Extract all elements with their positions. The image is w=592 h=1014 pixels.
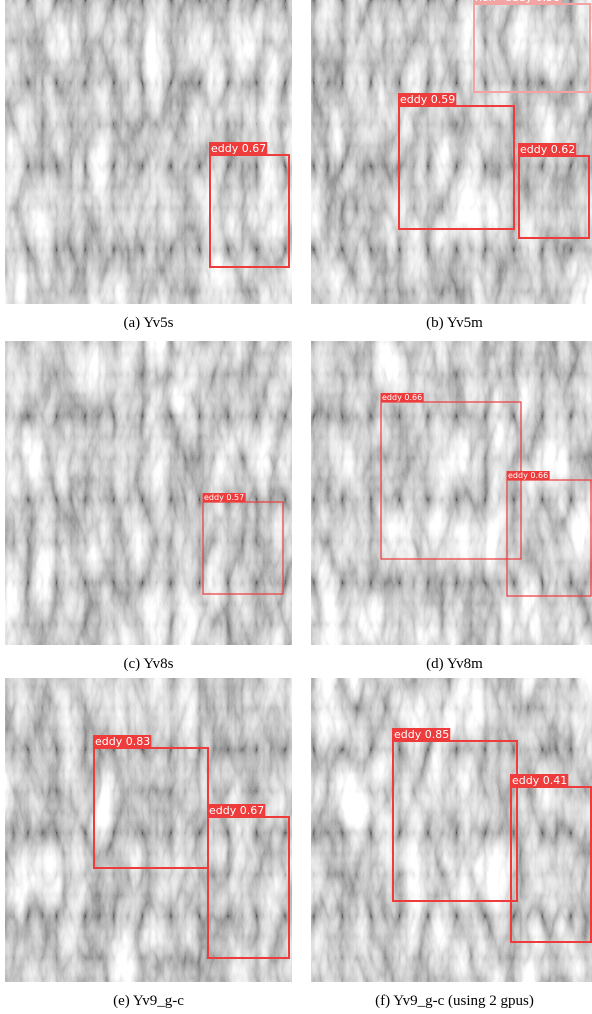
- caption: (a) Yv5s: [123, 315, 173, 331]
- detection-label: eddy 0.62: [520, 143, 575, 156]
- caption: (c) Yv8s: [123, 656, 173, 672]
- image-grain: [5, 341, 292, 645]
- panel: (d) Yv8m eddy 0.66 eddy 0.66: [311, 341, 592, 672]
- detection-label: eddy 0.66: [508, 471, 548, 480]
- panel: (b) Yv5m non−eddy 0.58 eddy 0.59 eddy 0.62: [311, 0, 592, 331]
- panel: (a) Yv5s eddy 0.67: [5, 0, 292, 331]
- detection-label: eddy 0.59: [400, 93, 455, 106]
- caption: (f) Yv9_g-c (using 2 gpus): [375, 993, 534, 1009]
- detection-label: non−eddy 0.58: [475, 0, 560, 4]
- detection-label: eddy 0.66: [382, 393, 422, 402]
- caption: (e) Yv9_g-c: [113, 993, 184, 1009]
- detection-label: eddy 0.41: [512, 774, 567, 787]
- panel: (e) Yv9_g-c eddy 0.83 eddy 0.67: [5, 678, 292, 1009]
- image-grain: [311, 341, 592, 645]
- detection-label: eddy 0.85: [394, 728, 449, 741]
- detection-label: eddy 0.67: [209, 804, 264, 817]
- caption: (b) Yv5m: [426, 315, 483, 331]
- panel: (c) Yv8s eddy 0.57: [5, 341, 292, 672]
- panel: (f) Yv9_g-c (using 2 gpus) eddy 0.85 eddy …: [311, 678, 592, 1009]
- detection-label: eddy 0.57: [204, 493, 244, 502]
- image-grain: [5, 678, 292, 982]
- figure: (a) Yv5s eddy 0.67 (b) Yv5m non−eddy 0.58 ed…: [0, 0, 592, 1014]
- image-grain: [311, 678, 592, 982]
- caption: (d) Yv8m: [426, 656, 483, 672]
- detection-label: eddy 0.83: [95, 735, 150, 748]
- detection-label: eddy 0.67: [211, 142, 266, 155]
